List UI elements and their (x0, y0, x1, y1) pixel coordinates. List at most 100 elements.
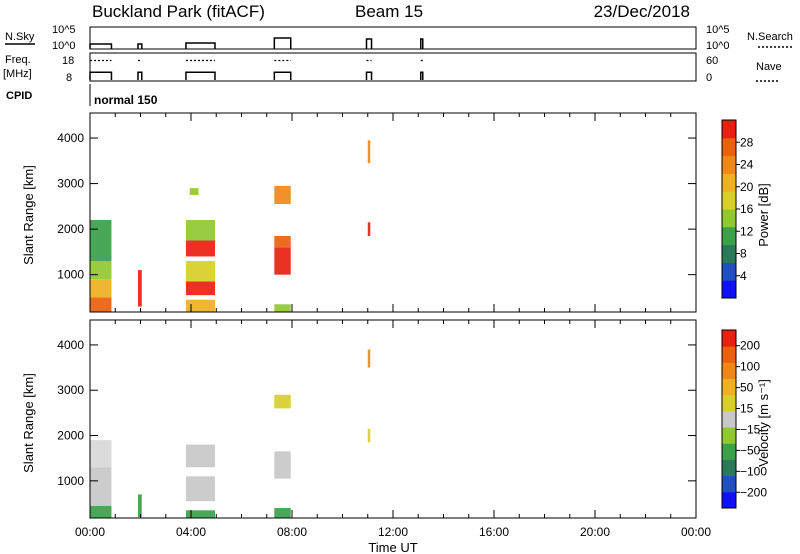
nsky-block-0 (89, 43, 113, 49)
data-patch-0-1 (90, 279, 112, 298)
freq-unit-label: [MHz] (3, 68, 32, 80)
data-patch-1-9 (274, 394, 291, 409)
xtick-label-1: 04:00 (176, 525, 206, 539)
velocity-y-axis-label: Slant Range [km] (21, 373, 36, 473)
nsky-tick-bottom: 10^0 (52, 40, 76, 52)
plot-title: Buckland Park (fitACF) (92, 2, 265, 21)
panel-frame-0 (89, 112, 697, 313)
data-patch-0-14 (274, 185, 291, 205)
freq-label: Freq. (5, 54, 31, 66)
colorbar-swatch-1-0 (722, 491, 736, 509)
colorbar-swatch-1-7 (722, 378, 736, 396)
time-axis-ticks: 00:00 04:00 08:00 12:00 16:00 20:00 00:00 (75, 525, 711, 539)
nsky-block-3 (273, 37, 292, 49)
power-colorbar-label: Power [dB] (756, 183, 771, 247)
colorbar-label-0-5: 24 (740, 158, 754, 172)
nsky-block-4 (365, 38, 373, 49)
data-patch-1-8 (274, 451, 291, 479)
data-patch-1-3 (137, 494, 142, 518)
freq-block-0 (89, 71, 113, 80)
freq-blocks (89, 59, 424, 80)
nsearch-label: N.Search (747, 31, 793, 43)
xtick-label-6: 00:00 (681, 525, 711, 539)
data-patch-0-11 (274, 247, 291, 275)
data-patch-1-1 (90, 467, 112, 506)
colorbar-label-0-1: 8 (740, 247, 747, 261)
velocity-colorbar: 200 100 50 15 −15 −50 −100 −200 (721, 329, 767, 509)
data-patch-1-10 (367, 428, 371, 443)
xtick-label-2: 08:00 (277, 525, 307, 539)
data-patch-0-5 (185, 299, 215, 312)
colorbar-label-0-2: 12 (740, 224, 754, 238)
nsearch-tick-bottom: 10^0 (706, 40, 730, 52)
ytick-label-1-3: 4000 (57, 338, 84, 352)
xtick-label-4: 16:00 (479, 525, 509, 539)
colorbar-swatch-1-2 (722, 459, 736, 477)
data-patch-1-7 (274, 508, 291, 518)
colorbar-label-1-2: 50 (740, 381, 754, 395)
ytick-label-0-3: 4000 (57, 131, 84, 145)
colorbar-label-1-7: −200 (740, 485, 767, 499)
freq-tick-top: 18 (62, 55, 74, 67)
velocity-panel: 1000 2000 3000 4000 (57, 319, 697, 519)
freq-block-4 (365, 71, 373, 80)
data-patch-1-5 (185, 476, 215, 502)
data-patch-0-9 (185, 220, 215, 241)
nave-label: Nave (756, 61, 782, 73)
data-patch-0-12 (274, 235, 291, 248)
xtick-label-5: 20:00 (580, 525, 610, 539)
colorbar-label-0-0: 4 (740, 269, 747, 283)
colorbar-swatch-1-10 (722, 330, 736, 347)
nsearch-tick-top: 10^5 (706, 24, 730, 36)
colorbar-swatch-0-2 (722, 244, 736, 263)
colorbar-swatch-0-8 (722, 137, 736, 157)
ytick-label-1-1: 2000 (57, 429, 84, 443)
colorbar-swatch-1-4 (722, 427, 736, 444)
nsky-block-1 (137, 43, 143, 49)
panel-frame-1 (89, 319, 697, 519)
nsky-tick-top: 10^5 (52, 24, 76, 36)
colorbar-swatch-1-1 (722, 475, 736, 493)
colorbar-swatch-0-4 (722, 209, 736, 228)
colorbar-swatch-0-6 (722, 173, 736, 192)
xtick-label-0: 00:00 (75, 525, 105, 539)
freq-block-5 (420, 71, 424, 80)
colorbar-swatch-1-5 (722, 410, 736, 428)
ytick-label-1-2: 3000 (57, 383, 84, 397)
data-patch-0-10 (189, 188, 199, 195)
freq-block-1 (137, 71, 143, 80)
colorbar-swatch-0-1 (722, 262, 736, 281)
data-patch-0-7 (185, 260, 215, 282)
data-patch-1-0 (90, 505, 112, 518)
data-patch-0-2 (90, 260, 112, 280)
colorbar-swatch-0-9 (722, 120, 736, 139)
freq-strip-frame (89, 52, 697, 82)
data-patch-1-11 (367, 349, 371, 368)
colorbar-label-1-3: 15 (740, 402, 754, 416)
power-y-axis-label: Slant Range [km] (21, 165, 36, 265)
colorbar-swatch-0-3 (722, 226, 736, 246)
colorbar-swatch-0-7 (722, 155, 736, 174)
colorbar-label-0-4: 20 (740, 180, 754, 194)
freq-block-3 (273, 71, 292, 80)
data-patch-0-8 (185, 240, 215, 257)
colorbar-swatch-1-6 (722, 394, 736, 412)
data-patch-0-0 (90, 297, 112, 312)
data-patch-0-15 (367, 222, 371, 236)
data-patch-0-4 (137, 270, 142, 307)
ytick-label-0-1: 2000 (57, 222, 84, 236)
data-patch-0-13 (274, 304, 291, 312)
power-colorbar: 4 8 12 16 20 24 28 (721, 119, 754, 299)
colorbar-swatch-1-9 (722, 346, 736, 363)
beam-label: Beam 15 (355, 2, 423, 21)
colorbar-frame-1 (721, 329, 737, 509)
colorbar-swatch-0-0 (722, 280, 736, 299)
nave-tick-top: 60 (706, 55, 718, 67)
cpid-label: CPID (6, 90, 32, 102)
cpid-value: normal 150 (94, 93, 158, 107)
colorbar-label-1-1: 100 (740, 360, 760, 374)
colorbar-swatch-0-5 (722, 191, 736, 210)
data-patch-1-2 (90, 440, 112, 468)
colorbar-swatch-1-8 (722, 362, 736, 380)
colorbar-label-1-0: 200 (740, 339, 760, 353)
